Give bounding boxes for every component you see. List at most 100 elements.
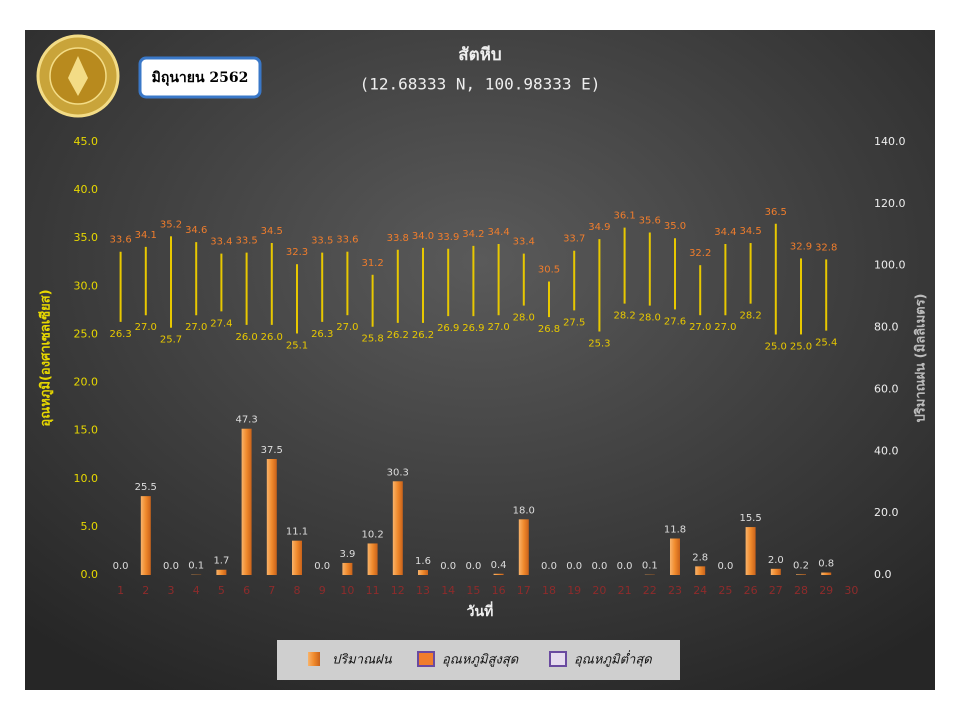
min-temp-label: 25.3	[588, 339, 610, 350]
legend-label: ปริมาณฝน	[332, 653, 393, 668]
rain-label: 0.0	[465, 561, 481, 572]
min-temp-label: 27.4	[210, 318, 232, 329]
max-temp-label: 35.0	[664, 221, 686, 232]
y-axis-title: อุณหภูมิ(องศาเซลเซียส)	[38, 289, 54, 426]
min-temp-label: 28.0	[513, 313, 535, 324]
x-tick-label: 21	[618, 584, 632, 597]
x-tick-label: 19	[567, 584, 581, 597]
max-temp-label: 33.5	[235, 236, 257, 247]
rain-label: 0.0	[591, 561, 607, 572]
rain-label: 10.2	[361, 529, 383, 540]
rain-label: 0.0	[113, 561, 129, 572]
min-temp-label: 26.3	[311, 329, 333, 340]
max-temp-label: 34.9	[588, 222, 610, 233]
x-tick-label: 9	[319, 584, 326, 597]
rain-label: 37.5	[261, 445, 283, 456]
rain-bar	[267, 459, 277, 575]
x-tick-label: 11	[366, 584, 380, 597]
rain-bar	[141, 496, 151, 575]
rain-label: 0.4	[491, 560, 507, 571]
x-tick-label: 13	[416, 584, 430, 597]
max-temp-label: 33.6	[336, 235, 358, 246]
legend-swatch	[418, 652, 434, 666]
min-temp-label: 26.0	[261, 332, 283, 343]
max-temp-label: 35.2	[160, 219, 182, 230]
min-temp-label: 27.0	[487, 322, 509, 333]
max-temp-label: 33.6	[109, 235, 131, 246]
min-temp-label: 25.7	[160, 335, 182, 346]
y2-tick-label: 140.0	[874, 135, 906, 148]
rain-bar	[670, 539, 680, 575]
min-temp-label: 28.0	[639, 313, 661, 324]
max-temp-label: 36.5	[765, 207, 787, 218]
rain-bar	[216, 570, 226, 575]
max-temp-label: 33.4	[513, 237, 535, 248]
rain-label: 47.3	[235, 415, 257, 426]
x-tick-label: 23	[668, 584, 682, 597]
rain-label: 0.0	[541, 561, 557, 572]
rain-bar	[519, 519, 529, 575]
rain-label: 0.0	[717, 561, 733, 572]
min-temp-label: 26.8	[538, 324, 560, 335]
x-tick-label: 18	[542, 584, 556, 597]
rain-bar	[393, 481, 403, 575]
max-temp-label: 33.7	[563, 234, 585, 245]
min-temp-label: 27.0	[714, 322, 736, 333]
x-tick-label: 24	[693, 584, 707, 597]
y-tick-label: 15.0	[74, 424, 99, 437]
x-tick-label: 20	[592, 584, 606, 597]
rain-bar	[771, 569, 781, 575]
y-tick-label: 30.0	[74, 279, 99, 292]
rain-bar	[368, 543, 378, 575]
rain-label: 0.0	[617, 561, 633, 572]
max-temp-label: 31.2	[361, 258, 383, 269]
x-tick-label: 16	[492, 584, 506, 597]
min-temp-label: 27.0	[336, 322, 358, 333]
x-tick-label: 25	[718, 584, 732, 597]
rain-bar	[494, 574, 504, 575]
min-temp-label: 26.2	[387, 330, 409, 341]
x-tick-label: 17	[517, 584, 531, 597]
x-tick-label: 26	[744, 584, 758, 597]
max-temp-label: 34.6	[185, 225, 207, 236]
min-temp-label: 25.1	[286, 340, 308, 351]
x-tick-label: 14	[441, 584, 455, 597]
max-temp-label: 32.2	[689, 248, 711, 259]
y2-tick-label: 20.0	[874, 506, 899, 519]
period: มิถุนายน 2562	[152, 70, 249, 86]
min-temp-label: 25.0	[765, 341, 787, 352]
min-temp-label: 26.9	[462, 323, 484, 334]
legend-swatch	[550, 652, 566, 666]
chart-subtitle: (12.68333 N, 100.98333 E)	[360, 75, 601, 94]
x-tick-label: 12	[391, 584, 405, 597]
y2-tick-label: 0.0	[874, 568, 892, 581]
rain-bar	[821, 573, 831, 575]
x-tick-label: 10	[340, 584, 354, 597]
max-temp-label: 36.1	[613, 211, 635, 222]
rain-label: 0.0	[440, 561, 456, 572]
x-tick-label: 1	[117, 584, 124, 597]
min-temp-label: 25.4	[815, 338, 837, 349]
y-tick-label: 45.0	[74, 135, 99, 148]
x-tick-label: 29	[819, 584, 833, 597]
logo	[38, 36, 118, 116]
legend-label: อุณหภูมิสูงสุด	[442, 653, 519, 668]
x-tick-label: 6	[243, 584, 250, 597]
rain-label: 0.0	[566, 561, 582, 572]
min-temp-label: 25.8	[361, 334, 383, 345]
x-tick-label: 27	[769, 584, 783, 597]
max-temp-label: 33.8	[387, 233, 409, 244]
rain-label: 3.9	[339, 549, 355, 560]
rain-label: 2.8	[692, 552, 708, 563]
min-temp-label: 26.2	[412, 330, 434, 341]
rain-bar	[418, 570, 428, 575]
y2-tick-label: 60.0	[874, 382, 899, 395]
max-temp-label: 32.9	[790, 241, 812, 252]
y-tick-label: 5.0	[81, 520, 99, 533]
rain-label: 25.5	[135, 482, 157, 493]
rain-label: 0.0	[163, 561, 179, 572]
rain-label: 0.2	[793, 560, 809, 571]
legend-label: อุณหภูมิต่ำสุด	[574, 650, 652, 668]
rain-label: 1.7	[213, 556, 229, 567]
rain-bar	[342, 563, 352, 575]
